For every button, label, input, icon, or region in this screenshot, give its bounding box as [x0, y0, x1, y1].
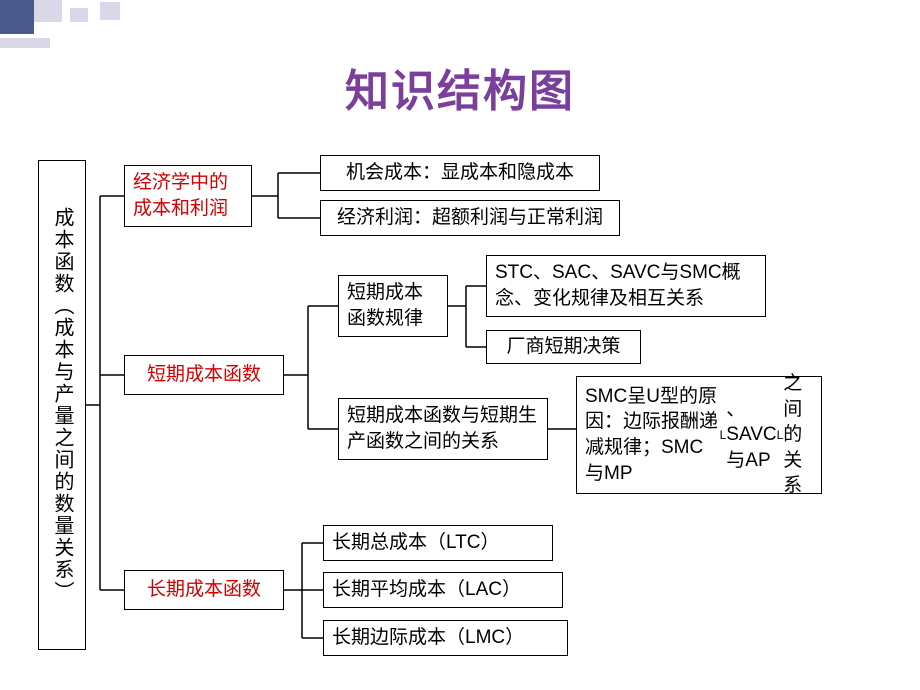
- short-run-rules: 短期成本函数规律: [338, 275, 448, 337]
- long-marginal-cost: 长期边际成本（LMC）: [323, 620, 568, 656]
- l1-short-run: 短期成本函数: [124, 355, 284, 395]
- econ-opportunity-cost: 机会成本：显成本和隐成本: [320, 155, 600, 191]
- corner-decoration: [0, 0, 160, 50]
- smc-u-shape: SMC呈U型的原因：边际报酬递减规律；SMC与MPL、SAVC与APL之间的关系: [576, 376, 822, 494]
- long-total-cost: 长期总成本（LTC）: [323, 525, 553, 561]
- long-avg-cost: 长期平均成本（LAC）: [323, 572, 563, 608]
- l1-long-run: 长期成本函数: [124, 570, 284, 610]
- tree-diagram: 成本函数（成本与产量之间的数量关系） 经济学中的成本和利润 短期成本函数 长期成…: [38, 150, 903, 680]
- firm-short-decision: 厂商短期决策: [486, 330, 641, 364]
- short-run-relation: 短期成本函数与短期生产函数之间的关系: [338, 398, 548, 460]
- l1-econ-cost-profit: 经济学中的成本和利润: [124, 165, 252, 227]
- stc-sac-savc-smc: STC、SAC、SAVC与SMC概念、变化规律及相互关系: [486, 255, 766, 317]
- econ-economic-profit: 经济利润：超额利润与正常利润: [320, 200, 620, 236]
- root-node: 成本函数（成本与产量之间的数量关系）: [38, 160, 86, 650]
